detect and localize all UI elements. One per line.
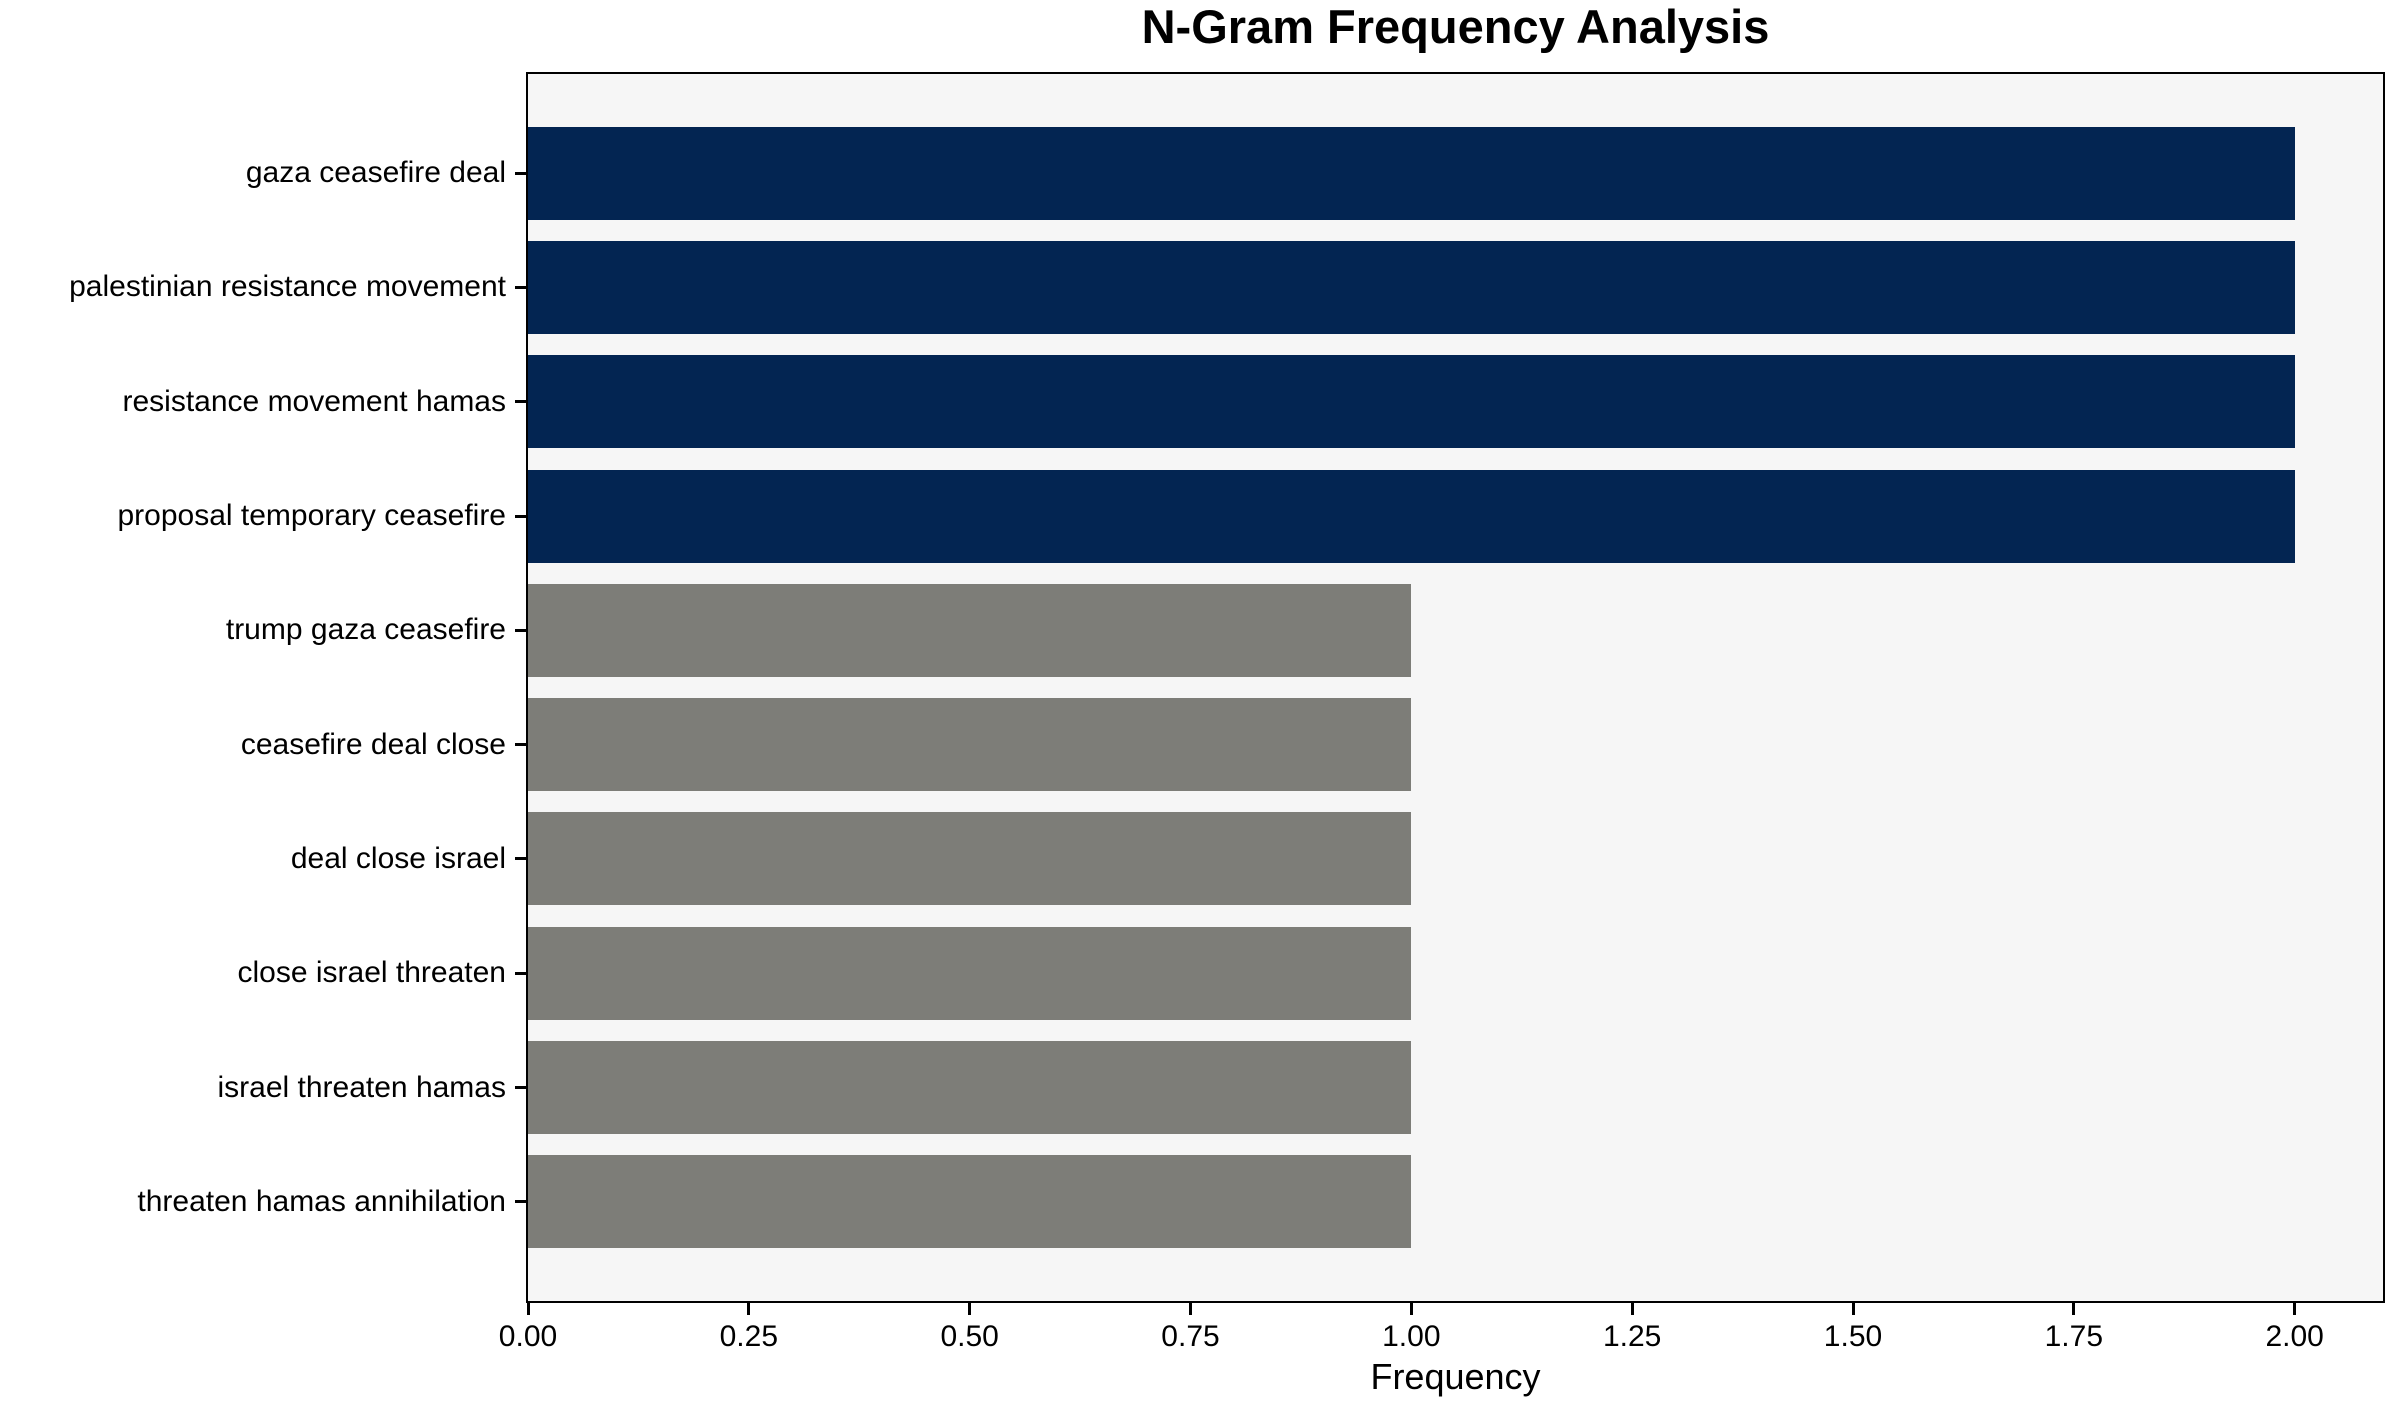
bar <box>528 583 1412 677</box>
y-tick <box>515 285 526 289</box>
x-tick-label: 2.00 <box>2265 1320 2324 1353</box>
y-axis-label: israel threaten hamas <box>217 1070 507 1104</box>
x-tick <box>1409 1303 1413 1315</box>
y-tick <box>515 628 526 632</box>
y-tick <box>515 1086 526 1090</box>
x-tick-label: 0.25 <box>719 1320 779 1353</box>
x-tick <box>968 1303 972 1315</box>
x-tick <box>1851 1303 1855 1315</box>
y-axis-label: trump gaza ceasefire <box>225 613 506 647</box>
bar <box>528 1155 1412 1249</box>
x-tick-label: 1.00 <box>1382 1320 1441 1353</box>
y-tick <box>515 400 526 404</box>
x-tick <box>2293 1303 2297 1315</box>
bars-layer <box>526 72 2385 1303</box>
y-axis-label: proposal temporary ceasefire <box>117 499 506 533</box>
x-tick-label: 0.75 <box>1161 1320 1220 1353</box>
y-axis-label: resistance movement hamas <box>122 384 507 418</box>
x-tick <box>2072 1303 2076 1315</box>
y-axis-label: ceasefire deal close <box>240 727 506 761</box>
y-tick <box>515 514 526 518</box>
y-axis-label: gaza ceasefire deal <box>245 156 506 190</box>
y-tick <box>515 743 526 747</box>
x-tick <box>526 1303 530 1315</box>
x-tick-label: 0.00 <box>498 1320 558 1353</box>
x-tick <box>747 1303 751 1315</box>
bar <box>528 1041 1412 1135</box>
bar <box>528 469 2295 563</box>
x-tick <box>1189 1303 1192 1315</box>
bar <box>528 812 1412 906</box>
bar <box>528 698 1412 792</box>
y-axis-label: threaten hamas annihilation <box>137 1184 506 1218</box>
chart-title: N-Gram Frequency Analysis <box>1141 0 1770 53</box>
y-axis-label: deal close israel <box>290 841 506 875</box>
y-axis-label: palestinian resistance movement <box>69 270 506 304</box>
x-tick-label: 1.25 <box>1602 1320 1662 1353</box>
y-tick <box>515 971 526 975</box>
bar <box>528 240 2295 334</box>
y-tick <box>515 1200 526 1204</box>
y-tick <box>515 171 526 175</box>
bar <box>528 355 2295 449</box>
x-axis-label: Frequency <box>1370 1356 1541 1397</box>
x-tick <box>1630 1303 1634 1315</box>
x-tick-label: 1.50 <box>1823 1320 1883 1353</box>
bar <box>528 126 2295 220</box>
x-tick-label: 1.75 <box>2044 1320 2104 1353</box>
y-axis-label: close israel threaten <box>237 956 506 990</box>
bar <box>528 926 1412 1020</box>
x-tick-label: 0.50 <box>940 1320 999 1353</box>
y-tick <box>515 857 526 861</box>
